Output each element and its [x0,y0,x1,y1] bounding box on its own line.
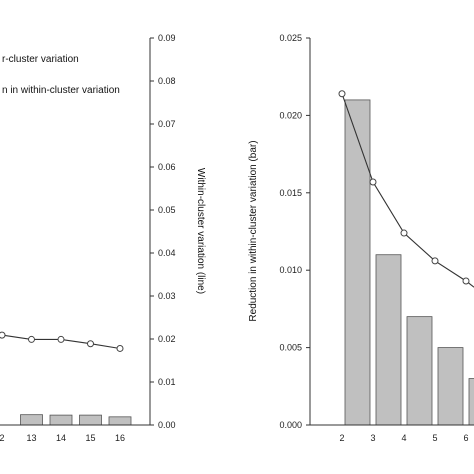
right-axis-tick-label: 0.03 [158,291,176,301]
y-tick-label: 0.015 [279,188,302,198]
right-axis-tick-label: 0.00 [158,420,176,430]
right-line-points [338,90,470,285]
y-tick-label: 0.000 [279,420,302,430]
right-x-axis-ticks: 2 3 4 5 6 [339,433,468,443]
right-axis-tick-label: 0.07 [158,119,176,129]
x-tick-label: 6 [463,433,468,443]
left-right-axis-ticks: 0.00 0.01 0.02 0.03 0.04 0.05 0.06 0.07 0.08 0.09 [150,33,176,430]
line-point [0,331,6,339]
left-panel: 0.00 0.01 0.02 0.03 0.04 0.05 0.06 0.07 0.08 0.09… [0,33,206,443]
right-y-axis-ticks: 0.000 0.005 0.010 0.015 0.020 0.025 [279,33,310,430]
bar [20,414,43,426]
right-axis-label: Within-cluster variation (line) [195,168,206,294]
bar [49,414,73,426]
line-point [28,335,35,343]
right-panel: Reduction in within-cluster variation (b… [248,33,474,443]
right-axis-tick-label: 0.04 [158,248,176,258]
left-line-points [0,331,124,352]
bar [344,99,371,426]
right-axis-tick-label: 0.01 [158,377,176,387]
left-bars [20,414,132,426]
legend-item-1: r-cluster variation [2,54,79,65]
line-point [57,335,65,343]
y-tick-label: 0.020 [279,110,302,120]
right-bars [344,99,474,426]
right-axis-tick-label: 0.05 [158,205,176,215]
line-point [400,229,408,237]
y-tick-label: 0.005 [279,343,302,353]
line-point [87,340,94,348]
right-axis-tick-label: 0.08 [158,76,176,86]
x-tick-label: 2 [339,433,344,443]
bar [406,316,433,426]
right-axis-tick-label: 0.09 [158,33,176,43]
line-point [462,277,470,285]
x-tick-label: 3 [370,433,375,443]
line-point [338,90,346,98]
y-tick-label: 0.025 [279,33,302,43]
line-point [431,257,439,265]
left-series-line [0,334,121,350]
bar [108,416,132,426]
bar [468,378,474,426]
legend-item-2: n in within-cluster variation [2,85,120,96]
bar [375,254,402,426]
y-tick-label: 0.010 [279,265,302,275]
line-point [369,178,377,186]
left-axis-label: Reduction in within-cluster variation (b… [248,140,259,321]
x-tick-label: 5 [432,433,437,443]
x-tick-label: 4 [401,433,406,443]
right-axis-tick-label: 0.06 [158,162,176,172]
bar [437,347,464,426]
x-tick-label: 2 [0,433,5,443]
left-x-axis-ticks: 2 13 14 15 16 [0,433,125,443]
line-point [116,344,124,352]
x-tick-label: 16 [115,433,125,443]
right-axis-tick-label: 0.02 [158,334,176,344]
x-tick-label: 14 [56,433,66,443]
bar [79,414,102,426]
x-tick-label: 15 [85,433,95,443]
x-tick-label: 13 [26,433,36,443]
